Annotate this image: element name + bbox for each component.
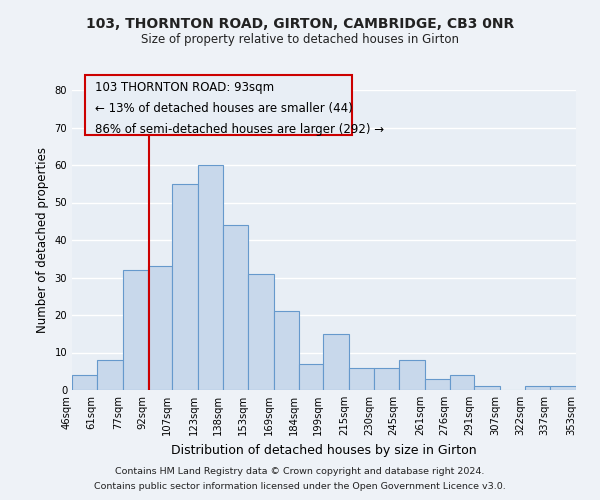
Bar xyxy=(474,386,500,390)
Text: ← 13% of detached houses are smaller (44): ← 13% of detached houses are smaller (44… xyxy=(95,102,352,115)
Text: Size of property relative to detached houses in Girton: Size of property relative to detached ho… xyxy=(141,32,459,46)
Bar xyxy=(123,270,148,390)
Bar xyxy=(172,184,199,390)
Bar xyxy=(374,368,398,390)
Bar xyxy=(223,225,248,390)
Bar xyxy=(550,386,576,390)
Bar xyxy=(449,375,474,390)
Bar xyxy=(97,360,123,390)
Text: Contains public sector information licensed under the Open Government Licence v3: Contains public sector information licen… xyxy=(94,482,506,491)
Text: 103 THORNTON ROAD: 93sqm: 103 THORNTON ROAD: 93sqm xyxy=(95,81,274,94)
Bar xyxy=(425,379,449,390)
Bar xyxy=(274,311,299,390)
Bar xyxy=(398,360,425,390)
Text: 86% of semi-detached houses are larger (292) →: 86% of semi-detached houses are larger (… xyxy=(95,123,384,136)
FancyBboxPatch shape xyxy=(85,75,352,135)
Y-axis label: Number of detached properties: Number of detached properties xyxy=(36,147,49,333)
Bar xyxy=(248,274,274,390)
Bar xyxy=(148,266,172,390)
Text: Contains HM Land Registry data © Crown copyright and database right 2024.: Contains HM Land Registry data © Crown c… xyxy=(115,467,485,476)
Bar xyxy=(199,165,223,390)
Text: 103, THORNTON ROAD, GIRTON, CAMBRIDGE, CB3 0NR: 103, THORNTON ROAD, GIRTON, CAMBRIDGE, C… xyxy=(86,18,514,32)
Bar xyxy=(299,364,323,390)
Bar xyxy=(349,368,374,390)
X-axis label: Distribution of detached houses by size in Girton: Distribution of detached houses by size … xyxy=(171,444,477,456)
Bar xyxy=(72,375,97,390)
Bar xyxy=(323,334,349,390)
Bar xyxy=(525,386,550,390)
